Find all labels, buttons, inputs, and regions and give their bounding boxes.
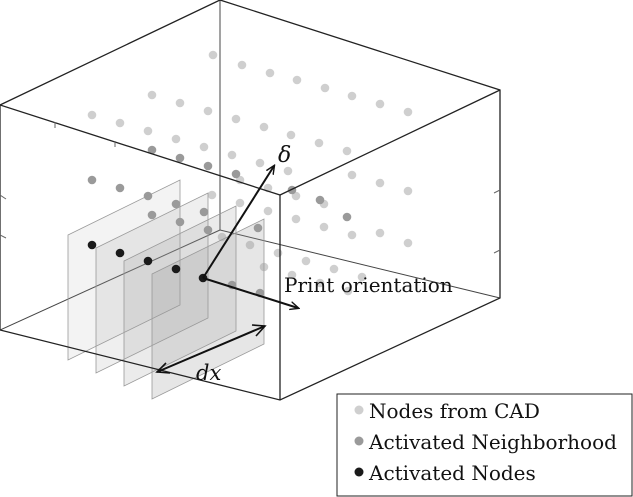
legend-active-label: Activated Nodes (368, 461, 536, 485)
layer-planes (67, 179, 265, 400)
dx-dimension (155, 324, 267, 374)
cad-node (283, 166, 293, 176)
cad-node (347, 230, 357, 240)
cad-node (199, 142, 209, 152)
cad-node (231, 114, 241, 124)
cad-node (273, 248, 283, 258)
cad-node (375, 178, 385, 188)
cad-node (235, 198, 245, 208)
legend: Nodes from CAD Activated Neighborhood Ac… (336, 393, 633, 497)
print-orientation-label: Print orientation (284, 273, 453, 297)
legend-item-cad: Nodes from CAD (354, 399, 540, 423)
neighborhood-node (87, 175, 97, 185)
cad-node (291, 214, 301, 224)
legend-box (336, 393, 633, 497)
neighborhood-node (147, 145, 157, 155)
neighborhood-node (199, 207, 209, 217)
legend-item-neighborhood: Activated Neighborhood (354, 430, 617, 454)
cad-node (227, 150, 237, 160)
cad-node (208, 50, 218, 60)
dx-label: dx (196, 361, 221, 385)
legend-neighborhood-marker (354, 436, 364, 446)
neighborhood-node (171, 199, 181, 209)
cad-node (357, 272, 367, 282)
cad-node (87, 110, 97, 120)
neighborhood-node (231, 169, 241, 179)
cad-node (255, 158, 265, 168)
neighborhood-node (342, 212, 352, 222)
legend-item-active: Activated Nodes (354, 461, 536, 485)
cad-node (203, 106, 213, 116)
cad-node (245, 240, 255, 250)
cad-node (175, 98, 185, 108)
cad-nodes (87, 50, 413, 296)
neighborhood-node (115, 183, 125, 193)
cad-node (343, 286, 353, 296)
legend-neighborhood-label: Activated Neighborhood (368, 430, 617, 454)
legend-cad-marker (354, 405, 364, 415)
cad-node (115, 118, 125, 128)
active-node (87, 240, 97, 250)
cad-node (375, 99, 385, 109)
layer-plane-4 (151, 218, 265, 400)
cad-node (217, 232, 227, 242)
cad-node (403, 107, 413, 117)
legend-active-marker (354, 467, 364, 477)
cad-node (286, 130, 296, 140)
cad-node (347, 170, 357, 180)
legend-cad-label: Nodes from CAD (369, 399, 540, 423)
cad-node (207, 190, 217, 200)
cad-node (314, 138, 324, 148)
active-node (143, 256, 153, 266)
cad-node (263, 206, 273, 216)
cad-node (403, 186, 413, 196)
bounding-box-front-edges (0, 0, 501, 401)
cad-node (147, 90, 157, 100)
cad-node (342, 146, 352, 156)
print-orientation-arrow (202, 277, 298, 308)
bounding-box-back-edges (0, 0, 501, 331)
cad-node (292, 75, 302, 85)
neighborhood-node (253, 223, 263, 233)
box-tick-marks (0, 122, 501, 254)
cad-node (403, 238, 413, 248)
neighborhood-node (315, 195, 325, 205)
neighborhood-node (147, 210, 157, 220)
active-node (171, 264, 181, 274)
cad-node (375, 228, 385, 238)
cad-node (315, 278, 325, 288)
cad-node (320, 83, 330, 93)
cad-node (265, 68, 275, 78)
cad-node (319, 222, 329, 232)
cad-node (287, 270, 297, 280)
active-node (115, 248, 125, 258)
delta-label: δ (278, 143, 291, 168)
cad-node (301, 256, 311, 266)
cad-node (259, 122, 269, 132)
cad-node (171, 134, 181, 144)
neighborhood-node (203, 161, 213, 171)
cad-node (329, 264, 339, 274)
delta-arrow (202, 166, 274, 279)
cad-node (143, 126, 153, 136)
cad-node (347, 91, 357, 101)
neighborhood-node (175, 153, 185, 163)
cad-node (237, 60, 247, 70)
